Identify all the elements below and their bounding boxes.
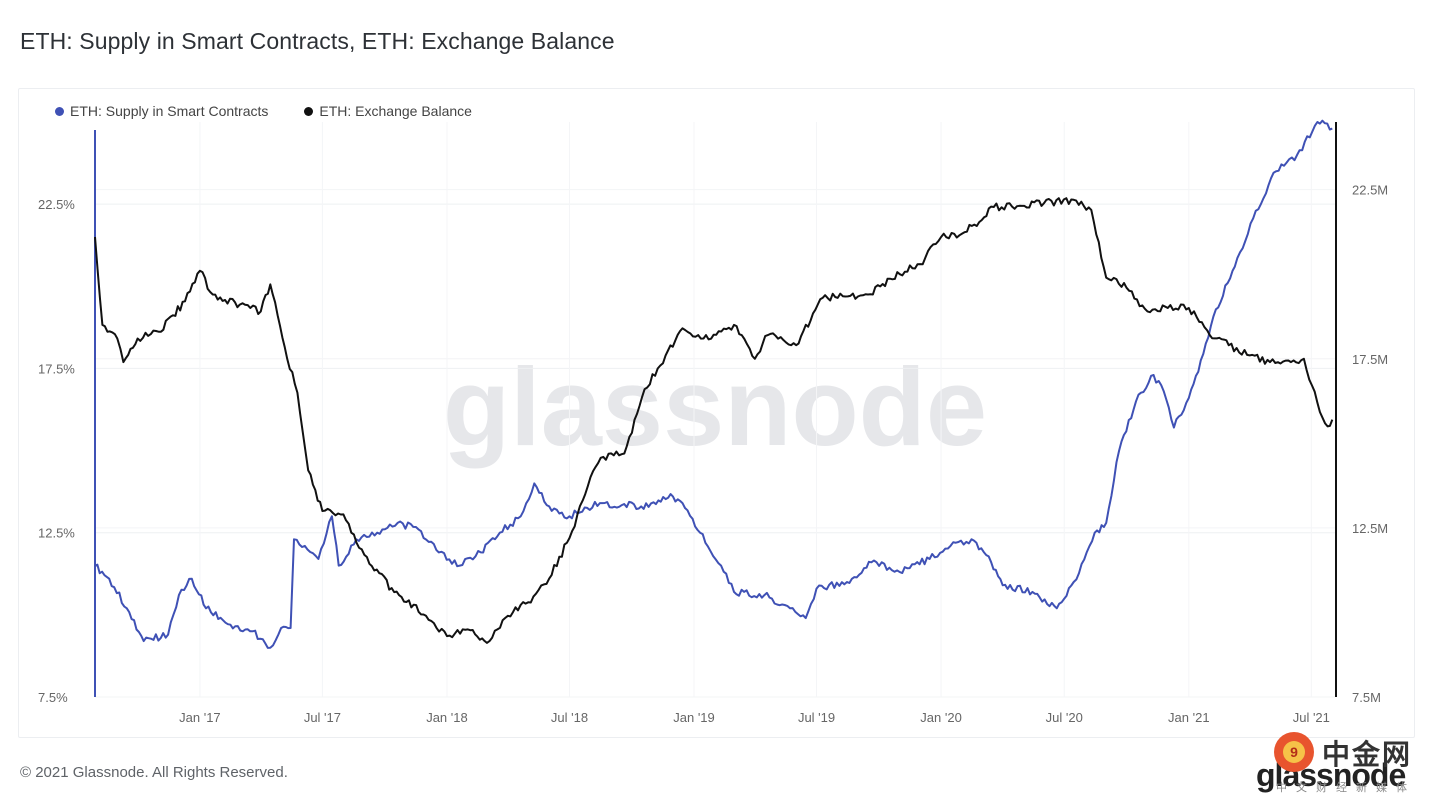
x-tick-label: Jan '21 [1168,710,1210,725]
y-left-tick-label: 17.5% [38,361,75,376]
y-right-tick-label: 7.5M [1352,690,1381,705]
overlay-watermark-sub: 中文财经新媒体 [1276,782,1416,794]
x-tick-label: Jul '19 [798,710,835,725]
x-tick-label: Jan '19 [673,710,715,725]
series-line-exchange-balance [94,197,1334,644]
y-right-tick-label: 12.5M [1352,521,1388,536]
svg-text:9: 9 [1290,744,1298,760]
legend-item-smart-contracts[interactable]: ETH: Supply in Smart Contracts [55,103,268,119]
legend-dot-black [304,106,314,116]
x-tick-label: Jan '17 [179,710,221,725]
chart-title: ETH: Supply in Smart Contracts, ETH: Exc… [20,28,615,54]
y-right-tick-label: 22.5M [1352,183,1388,198]
overlay-logo-icon: 9 [1274,732,1314,772]
y-left-tick-label: 7.5% [38,690,68,705]
legend-item-exchange-balance[interactable]: ETH: Exchange Balance [304,103,472,119]
y-right-tick-label: 17.5M [1352,352,1388,367]
y-left-tick-label: 22.5% [38,197,75,212]
legend-label-smart-contracts: ETH: Supply in Smart Contracts [70,103,269,119]
overlay-watermark-text: 中金网 [1322,738,1413,771]
x-tick-label: Jul '21 [1293,710,1330,725]
glassnode-watermark: glassnode [443,346,987,469]
legend-dot-blue [55,106,64,116]
x-tick-label: Jul '17 [304,710,341,725]
legend-label-exchange-balance: ETH: Exchange Balance [319,103,472,119]
y-left-tick-label: 12.5% [38,526,75,541]
chart-legend: ETH: Supply in Smart Contracts ETH: Exch… [55,103,508,119]
copyright-text: © 2021 Glassnode. All Rights Reserved. [20,764,288,781]
x-tick-label: Jul '18 [551,710,588,725]
x-tick-label: Jan '20 [920,710,962,725]
x-tick-label: Jan '18 [426,710,468,725]
series-line-smart-contracts [94,119,1333,649]
x-tick-label: Jul '20 [1046,710,1083,725]
